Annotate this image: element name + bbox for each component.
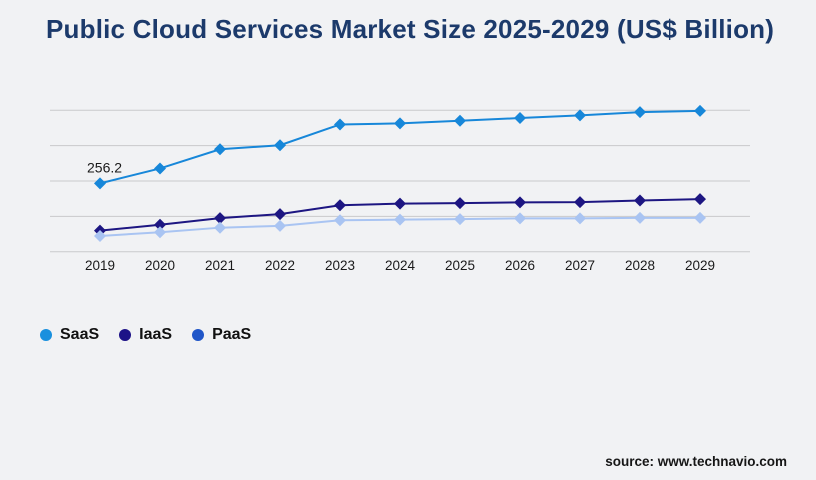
data-point-iaas [454,197,466,210]
data-point-paas [154,226,166,239]
data-point-saas [274,139,286,152]
data-point-iaas [514,196,526,209]
data-point-saas [514,112,526,125]
legend-label: PaaS [212,326,252,343]
x-axis-label: 2024 [385,258,416,273]
data-point-saas [454,114,466,127]
data-point-iaas [574,196,586,209]
x-axis-label: 2020 [145,258,175,273]
legend-item-iaas: IaaS [119,326,172,344]
x-axis-label: 2028 [625,258,655,273]
legend-label: SaaS [60,326,100,343]
legend-item-saas: SaaS [40,326,99,344]
data-point-saas [574,109,586,122]
chart-legend: SaaS IaaS PaaS [40,326,251,344]
legend-marker-icon [40,329,52,341]
data-point-iaas [694,193,706,206]
data-point-iaas [334,199,346,212]
data-point-iaas [214,212,226,225]
x-axis-label: 2026 [505,258,535,273]
source-attribution: source: www.technavio.com [605,454,787,469]
data-point-paas [634,211,646,224]
data-point-saas [154,162,166,175]
data-point-iaas [154,218,166,231]
data-point-iaas [634,194,646,207]
x-axis-label: 2027 [565,258,595,273]
x-axis-label: 2029 [685,258,715,273]
data-point-saas [334,118,346,131]
data-point-saas [214,143,226,156]
data-point-paas [454,213,466,226]
x-axis-label: 2023 [325,258,355,273]
x-axis-label: 2025 [445,258,475,273]
x-axis-label: 2019 [85,258,115,273]
data-point-paas [694,211,706,224]
legend-marker-icon [119,329,132,341]
x-axis-label: 2022 [265,258,295,273]
data-point-paas [274,219,286,232]
data-point-saas [94,177,106,190]
legend-item-paas: PaaS [192,326,251,344]
data-point-saas [394,117,406,130]
data-point-saas [694,104,706,117]
chart-title: Public Cloud Services Market Size 2025-2… [46,14,775,44]
data-point-iaas [274,208,286,221]
data-point-paas [394,213,406,226]
legend-marker-icon [192,329,205,341]
legend-label: IaaS [139,326,173,343]
data-point-iaas [394,197,406,210]
x-axis-label: 2021 [205,258,235,273]
data-point-paas [94,229,106,242]
data-point-saas [634,106,646,119]
data-label: 256.2 [87,159,122,175]
data-point-paas [214,221,226,234]
data-point-paas [574,212,586,225]
data-point-paas [514,212,526,225]
data-point-paas [334,214,346,227]
